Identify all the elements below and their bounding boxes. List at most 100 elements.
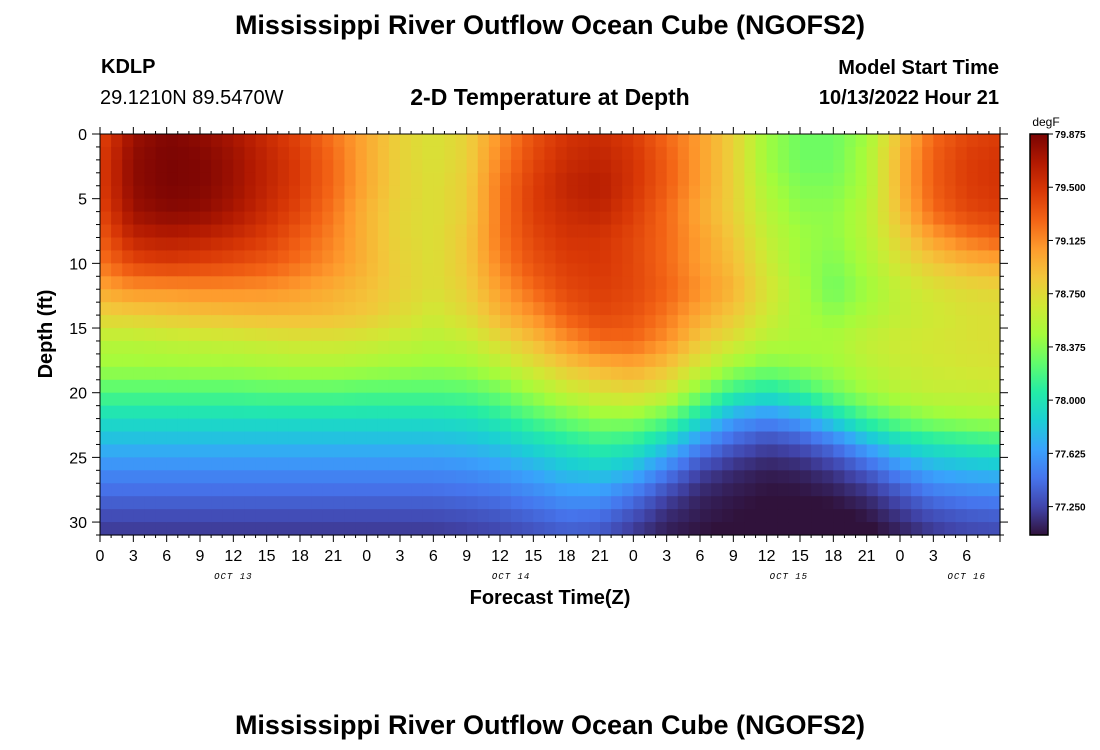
heatmap-cell xyxy=(833,198,846,213)
heatmap-cell xyxy=(344,250,357,264)
heatmap-cell xyxy=(133,483,146,497)
heatmap-cell xyxy=(122,328,134,342)
heatmap-cell xyxy=(388,353,401,368)
heatmap-cell xyxy=(411,392,423,407)
heatmap-cell xyxy=(355,405,368,420)
heatmap-cell xyxy=(933,302,946,316)
heatmap-cell xyxy=(611,302,623,316)
heatmap-cell xyxy=(833,250,846,264)
heatmap-cell xyxy=(388,276,401,290)
heatmap-cell xyxy=(688,146,701,161)
heatmap-cell xyxy=(377,134,390,148)
heatmap-cell xyxy=(366,522,379,536)
heatmap-cell xyxy=(255,211,268,226)
heatmap-cell xyxy=(155,509,168,523)
heatmap-cell xyxy=(677,302,690,316)
heatmap-cell xyxy=(322,237,334,252)
heatmap-cell xyxy=(422,405,434,420)
heatmap-cell xyxy=(677,483,690,497)
heatmap-cell xyxy=(822,134,834,148)
heatmap-cell xyxy=(811,315,823,329)
heatmap-cell xyxy=(188,263,201,277)
heatmap-cell xyxy=(444,483,457,497)
heatmap-cell xyxy=(355,159,368,174)
heatmap-cell xyxy=(233,289,246,303)
heatmap-cell xyxy=(333,470,346,484)
heatmap-cell xyxy=(922,340,934,355)
heatmap-cell xyxy=(866,418,879,433)
heatmap-cell xyxy=(611,470,623,484)
heatmap-cell xyxy=(877,250,890,264)
heatmap-cell xyxy=(888,379,901,394)
heatmap-cell xyxy=(600,159,612,174)
heatmap-cell xyxy=(611,353,623,368)
heatmap-cell xyxy=(866,366,879,381)
heatmap-cell xyxy=(288,250,301,264)
heatmap-cell xyxy=(711,340,723,355)
heatmap-cell xyxy=(344,496,357,510)
heatmap-cell xyxy=(466,470,479,484)
heatmap-cell xyxy=(744,198,757,213)
heatmap-cell xyxy=(377,198,390,213)
heatmap-cell xyxy=(344,224,357,239)
heatmap-cell xyxy=(622,159,634,174)
heatmap-cell xyxy=(844,276,857,290)
colorbar-tick-label: 78.375 xyxy=(1055,343,1086,354)
heatmap-cell xyxy=(600,444,612,458)
heatmap-cell xyxy=(688,509,701,523)
y-tick-label: 10 xyxy=(69,256,87,273)
heatmap-cell xyxy=(500,263,512,277)
heatmap-cell xyxy=(388,250,401,264)
heatmap-cell xyxy=(322,263,334,277)
heatmap-cell xyxy=(533,263,546,277)
heatmap-cell xyxy=(911,444,923,458)
heatmap-cell xyxy=(911,366,923,381)
heatmap-cell xyxy=(500,340,512,355)
heatmap-cell xyxy=(955,379,968,394)
heatmap-cell xyxy=(400,211,412,226)
heatmap-cell xyxy=(144,263,157,277)
heatmap-cell xyxy=(666,431,679,446)
heatmap-cell xyxy=(666,172,679,187)
heatmap-cell xyxy=(866,444,879,458)
heatmap-cell xyxy=(911,224,923,239)
heatmap-cell xyxy=(700,146,712,161)
heatmap-cell xyxy=(211,379,223,394)
heatmap-cell xyxy=(277,159,290,174)
heatmap-cell xyxy=(800,224,812,239)
heatmap-cell xyxy=(322,379,334,394)
heatmap-cell xyxy=(322,185,334,200)
heatmap-cell xyxy=(577,353,590,368)
heatmap-cell xyxy=(133,237,146,252)
heatmap-cell xyxy=(288,496,301,510)
heatmap-cell xyxy=(122,392,134,407)
heatmap-cell xyxy=(988,379,1001,394)
heatmap-cell xyxy=(133,172,146,187)
heatmap-cell xyxy=(711,315,723,329)
heatmap-cell xyxy=(800,405,812,420)
heatmap-cell xyxy=(744,315,757,329)
heatmap-cell xyxy=(944,392,957,407)
heatmap-cell xyxy=(966,263,979,277)
heatmap-cell xyxy=(644,315,657,329)
heatmap-cell xyxy=(255,418,268,433)
heatmap-cell xyxy=(411,237,423,252)
heatmap-cell xyxy=(755,366,768,381)
heatmap-cell xyxy=(833,146,846,161)
heatmap-cell xyxy=(388,457,401,471)
heatmap-cell xyxy=(755,185,768,200)
heatmap-cell xyxy=(777,146,790,161)
heatmap-cell xyxy=(866,302,879,316)
heatmap-cell xyxy=(155,392,168,407)
heatmap-cell xyxy=(455,224,468,239)
heatmap-cell xyxy=(800,328,812,342)
heatmap-cell xyxy=(633,276,646,290)
heatmap-cell xyxy=(133,328,146,342)
heatmap-cell xyxy=(466,392,479,407)
heatmap-cell xyxy=(200,483,212,497)
heatmap-cell xyxy=(111,276,123,290)
heatmap-cell xyxy=(122,276,134,290)
heatmap-cell xyxy=(711,366,723,381)
heatmap-cell xyxy=(866,470,879,484)
heatmap-cell xyxy=(644,405,657,420)
